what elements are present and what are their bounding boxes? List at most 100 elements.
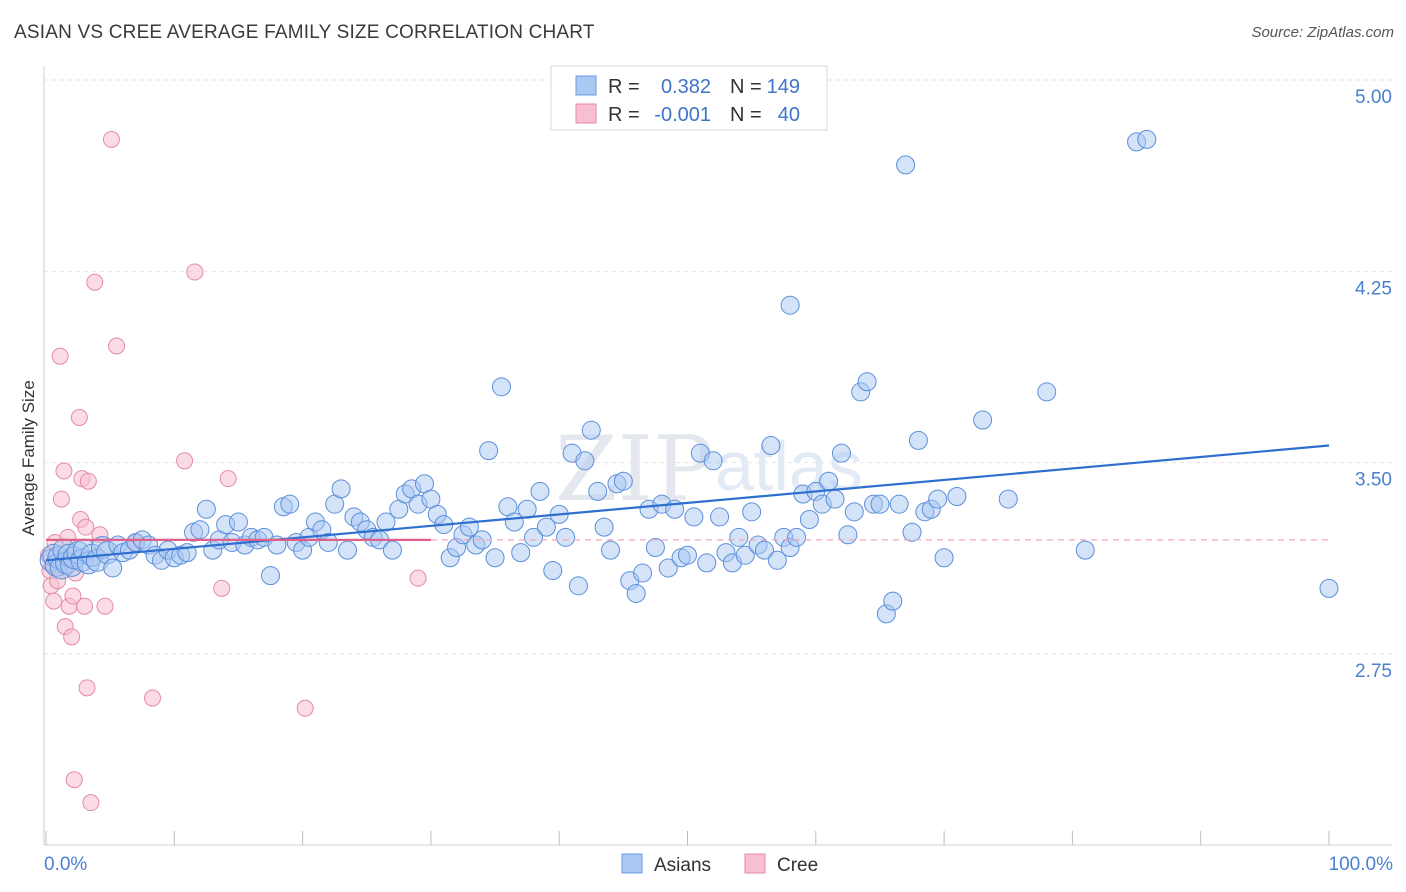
legend-asians-swatch <box>621 853 643 874</box>
asian-point-78 <box>485 548 505 568</box>
cree-point-7 <box>51 347 69 365</box>
asian-point-118 <box>742 502 762 522</box>
cree-n-label: N = <box>730 104 762 126</box>
asian-point-125 <box>787 527 807 547</box>
cree-point-26 <box>86 273 104 291</box>
asian-point-112 <box>703 451 723 471</box>
asian-point-108 <box>678 545 697 565</box>
cree-point-34 <box>186 263 204 281</box>
asian-point-131 <box>825 489 845 509</box>
y-tick-label-1: 3.50 <box>1355 470 1392 491</box>
asian-point-95 <box>594 517 614 537</box>
cree-point-28 <box>96 597 114 615</box>
cree-point-37 <box>296 699 314 717</box>
asian-point-87 <box>543 561 563 581</box>
asian-point-62 <box>382 540 402 560</box>
asian-point-96 <box>601 540 621 560</box>
cree-point-22 <box>77 518 95 536</box>
asian-point-153 <box>1075 540 1095 560</box>
cree-point-23 <box>78 679 96 697</box>
cree-point-8 <box>52 490 70 508</box>
asian-point-100 <box>626 583 646 603</box>
asian-point-148 <box>934 548 954 568</box>
cree-point-36 <box>219 470 237 488</box>
cree-point-25 <box>82 794 100 812</box>
asian-point-82 <box>511 543 531 563</box>
y-tick-label-2: 4.25 <box>1355 278 1392 299</box>
asian-point-18 <box>103 558 123 578</box>
cree-point-32 <box>143 689 161 707</box>
asian-point-150 <box>973 410 993 430</box>
asian-point-103 <box>645 538 665 558</box>
asian-point-43 <box>261 566 281 586</box>
chart-title: ASIAN VS CREE AVERAGE FAMILY SIZE CORREL… <box>14 22 595 43</box>
asian-point-116 <box>729 527 749 547</box>
axes <box>43 66 1392 846</box>
asian-point-77 <box>479 441 499 461</box>
asian-point-55 <box>338 540 358 560</box>
asian-point-142 <box>896 155 916 175</box>
asian-point-132 <box>831 443 851 463</box>
asian-r-label: R = <box>608 76 640 98</box>
asian-point-52 <box>318 532 338 552</box>
asian-point-152 <box>1037 382 1057 402</box>
y-axis-label: Average Family Size <box>19 380 38 536</box>
y-tick-label-0: 2.75 <box>1355 661 1392 682</box>
asian-point-89 <box>556 527 576 547</box>
cree-point-4 <box>45 592 63 610</box>
asian-point-151 <box>998 489 1018 509</box>
asian-point-98 <box>613 471 633 491</box>
gridlines <box>44 79 1392 655</box>
cree-point-33 <box>176 452 194 470</box>
cree-r-value: -0.001 <box>654 104 711 126</box>
asian-point-120 <box>754 540 774 560</box>
asian-point-122 <box>767 550 787 570</box>
cree-point-15 <box>64 587 82 605</box>
asian-point-156 <box>1319 578 1339 598</box>
asian-point-155 <box>1137 129 1157 149</box>
cree-point-35 <box>213 579 231 597</box>
y-tick-labels: 2.75 3.50 4.25 5.00 <box>1355 87 1392 682</box>
asian-point-134 <box>844 502 864 522</box>
asian-point-143 <box>902 522 922 542</box>
asian-n-value: 149 <box>767 76 800 98</box>
asian-point-84 <box>524 527 544 547</box>
asian-point-93 <box>581 420 601 440</box>
asian-point-83 <box>517 499 537 519</box>
cree-point-30 <box>108 337 126 355</box>
asian-point-144 <box>908 430 928 450</box>
asian-point-61 <box>376 512 396 532</box>
cree-n-value: 40 <box>778 104 800 126</box>
cree-point-9 <box>55 462 73 480</box>
legend-cree-label: Cree <box>777 855 818 876</box>
asian-points <box>39 129 1339 624</box>
cree-r-label: R = <box>608 104 640 126</box>
asian-point-105 <box>658 558 678 578</box>
bottom-legend: Asians Cree <box>621 853 818 876</box>
asian-point-121 <box>761 436 781 456</box>
asian-point-46 <box>280 494 300 514</box>
x-tick-label-right: 100.0% <box>1329 854 1394 875</box>
asian-point-94 <box>588 481 608 501</box>
asian-point-92 <box>575 451 595 471</box>
asian-point-136 <box>857 372 877 392</box>
asian-point-54 <box>331 479 351 499</box>
legend-asians-label: Asians <box>654 855 711 876</box>
asian-r-value: 0.382 <box>661 76 711 98</box>
asian-point-38 <box>228 512 248 532</box>
asian-point-157 <box>780 295 800 315</box>
asian-point-140 <box>883 591 903 611</box>
watermark-zip: ZIP <box>555 417 714 522</box>
cree-point-24 <box>79 472 97 490</box>
cree-point-38 <box>409 569 427 587</box>
asian-point-109 <box>684 507 704 527</box>
asian-point-130 <box>819 471 839 491</box>
asian-point-86 <box>536 517 556 537</box>
cree-point-29 <box>102 130 120 148</box>
asian-point-127 <box>799 509 819 529</box>
asian-n-label: N = <box>730 76 762 98</box>
asian-point-79 <box>491 377 511 397</box>
asian-point-149 <box>947 487 967 507</box>
asian-point-113 <box>710 507 730 527</box>
